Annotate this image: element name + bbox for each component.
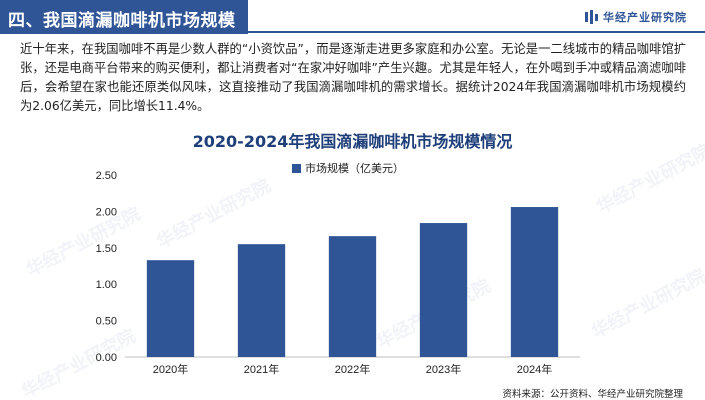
y-tick-label: 2.00 [96, 206, 117, 218]
x-tick-label: 2024年 [517, 362, 552, 376]
x-tick-label: 2020年 [153, 362, 188, 376]
legend-swatch [292, 163, 301, 173]
brand-logo-icon [585, 10, 599, 24]
y-tick-label: 1.50 [96, 243, 117, 255]
source-note: 资料来源：公开资料、华经产业研究院整理 [502, 389, 683, 400]
bar [237, 244, 286, 357]
y-tick-label: 2.50 [96, 170, 117, 182]
legend-label: 市场规模（亿美元） [305, 162, 404, 175]
section-title: 四、我国滴漏咖啡机市场规模 [8, 11, 236, 31]
bar [328, 236, 377, 357]
brand-name: 华经产业研究院 [603, 11, 687, 24]
bar [419, 223, 468, 357]
y-tick-label: 1.00 [96, 279, 117, 291]
x-tick-label: 2022年 [335, 362, 370, 376]
y-tick-label: 0.00 [96, 352, 117, 364]
bar [146, 260, 195, 357]
section-title-bar: 四、我国滴漏咖啡机市场规模 [0, 0, 248, 34]
brand: 华经产业研究院 [585, 9, 687, 25]
header-divider [248, 31, 705, 33]
y-tick-label: 0.50 [96, 316, 117, 328]
page-header: 四、我国滴漏咖啡机市场规模 华经产业研究院 [0, 0, 705, 34]
intro-paragraph: 近十年来，在我国咖啡不再是少数人群的“小资饮品”，而是逐渐走进更多家庭和办公室。… [20, 42, 686, 113]
chart-title: 2020-2024年我国滴漏咖啡机市场规模情况 [192, 132, 513, 151]
bar [510, 207, 559, 357]
x-tick-label: 2021年 [244, 362, 279, 376]
x-tick-label: 2023年 [426, 362, 461, 376]
chart-legend: 市场规模（亿美元） [292, 160, 404, 176]
